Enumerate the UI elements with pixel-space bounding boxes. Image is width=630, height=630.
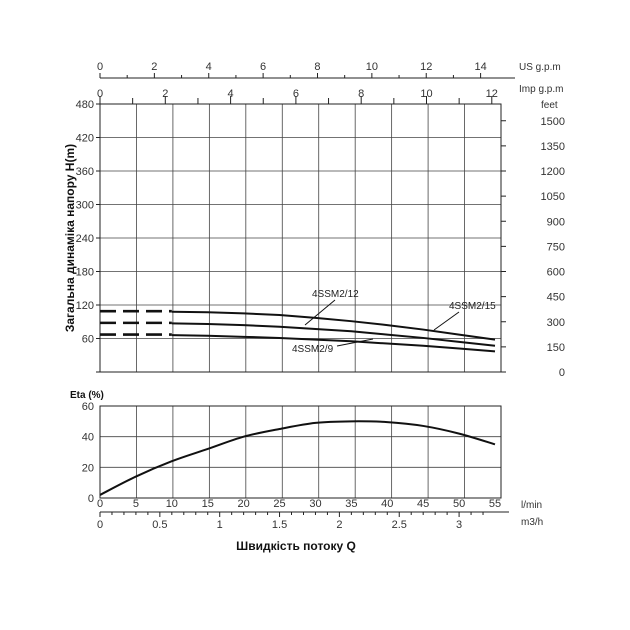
us-gpm-tick-label: 10 bbox=[366, 61, 378, 73]
head-y-axis-title: Загальна динаміка напору H(m) bbox=[63, 144, 77, 332]
head-y-tick-label: 360 bbox=[76, 166, 94, 178]
lmin-tick-label: 55 bbox=[489, 498, 501, 510]
imp-gpm-axis: 0 2 4 6 8 10 12 bbox=[97, 88, 498, 104]
lmin-tick-label: 40 bbox=[381, 498, 393, 510]
series-label-4ssm2-12: 4SSM2/12 bbox=[312, 289, 359, 300]
head-y-tick-label: 120 bbox=[76, 300, 94, 312]
leader-line-4ssm2-9 bbox=[336, 338, 374, 347]
us-gpm-tick-label: 14 bbox=[474, 61, 486, 73]
imp-gpm-tick-label: 6 bbox=[293, 88, 299, 100]
head-y-tick-label: 480 bbox=[76, 99, 94, 111]
m3h-tick-label: 2 bbox=[336, 519, 342, 531]
feet-tick-label: 150 bbox=[547, 342, 565, 354]
efficiency-y-axis-title: Eta (%) bbox=[70, 390, 104, 401]
feet-tick-label: 1050 bbox=[541, 191, 565, 203]
feet-axis: 0 150 300 450 600 750 900 1050 1200 1350 1500 bbox=[501, 116, 565, 379]
feet-unit-label: feet bbox=[541, 100, 558, 111]
lmin-tick-label: 15 bbox=[202, 498, 214, 510]
lmin-tick-label: 10 bbox=[166, 498, 178, 510]
series-label-4ssm2-9: 4SSM2/9 bbox=[292, 344, 334, 355]
feet-tick-label: 450 bbox=[547, 292, 565, 304]
feet-tick-label: 0 bbox=[559, 367, 565, 379]
m3h-tick-label: 1.5 bbox=[272, 519, 287, 531]
feet-tick-label: 1200 bbox=[541, 166, 565, 178]
us-gpm-tick-label: 2 bbox=[151, 61, 157, 73]
m3h-tick-label: 0 bbox=[97, 519, 103, 531]
feet-tick-label: 300 bbox=[547, 317, 565, 329]
us-gpm-tick-label: 4 bbox=[206, 61, 212, 73]
us-gpm-tick-label: 6 bbox=[260, 61, 266, 73]
m3h-tick-label: 1 bbox=[217, 519, 223, 531]
feet-tick-label: 1350 bbox=[541, 141, 565, 153]
us-gpm-axis: 0 2 4 6 8 10 12 14 bbox=[97, 61, 515, 79]
efficiency-chart: 0 20 40 60 0 5 10 15 20 25 30 35 40 45 50 55 0 0.5 1 1.5 2… bbox=[70, 390, 543, 553]
us-gpm-tick-label: 0 bbox=[97, 61, 103, 73]
efficiency-chart-frame bbox=[99, 405, 502, 499]
series-line-4ssm2-12 bbox=[171, 322, 496, 347]
lmin-tick-label: 45 bbox=[417, 498, 429, 510]
head-series bbox=[100, 299, 496, 353]
us-gpm-unit-label: US g.p.m bbox=[519, 62, 561, 73]
feet-tick-label: 900 bbox=[547, 216, 565, 228]
efficiency-y-tick-label: 60 bbox=[82, 401, 94, 413]
efficiency-y-axis: 0 20 40 60 bbox=[82, 401, 94, 505]
leader-line-4ssm2-15 bbox=[433, 311, 460, 331]
efficiency-series bbox=[99, 420, 496, 496]
head-y-tick-label: 60 bbox=[82, 334, 94, 346]
efficiency-y-tick-label: 40 bbox=[82, 432, 94, 444]
m3h-tick-label: 2.5 bbox=[392, 519, 407, 531]
feet-tick-label: 1500 bbox=[541, 116, 565, 128]
head-y-tick-label: 240 bbox=[76, 233, 94, 245]
leader-line-4ssm2-12 bbox=[304, 299, 336, 326]
head-y-axis: 60 120 180 240 300 360 420 480 bbox=[76, 99, 100, 373]
m3h-tick-label: 3 bbox=[456, 519, 462, 531]
series-label-4ssm2-15: 4SSM2/15 bbox=[449, 301, 496, 312]
us-gpm-tick-label: 12 bbox=[420, 61, 432, 73]
m3h-unit-label: m3/h bbox=[521, 517, 543, 528]
lmin-tick-label: 25 bbox=[273, 498, 285, 510]
m3h-tick-label: 0.5 bbox=[152, 519, 167, 531]
us-gpm-tick-label: 8 bbox=[314, 61, 320, 73]
imp-gpm-tick-label: 12 bbox=[486, 88, 498, 100]
m3h-axis: 0 0.5 1 1.5 2 2.5 3 bbox=[97, 511, 509, 531]
imp-gpm-tick-label: 0 bbox=[97, 88, 103, 100]
series-line-4ssm2-15 bbox=[171, 310, 496, 341]
lmin-tick-label: 30 bbox=[309, 498, 321, 510]
flow-axis-title: Швидкість потоку Q bbox=[236, 539, 356, 553]
lmin-tick-label: 35 bbox=[345, 498, 357, 510]
imp-gpm-tick-label: 10 bbox=[420, 88, 432, 100]
lmin-tick-label: 20 bbox=[238, 498, 250, 510]
imp-gpm-tick-label: 8 bbox=[358, 88, 364, 100]
imp-gpm-unit-label: Imp g.p.m bbox=[519, 84, 563, 95]
efficiency-y-tick-label: 0 bbox=[88, 493, 94, 505]
lmin-tick-label: 0 bbox=[97, 498, 103, 510]
lmin-axis: 0 5 10 15 20 25 30 35 40 45 50 55 bbox=[97, 498, 501, 510]
imp-gpm-tick-label: 4 bbox=[228, 88, 234, 100]
head-y-tick-label: 180 bbox=[76, 267, 94, 279]
lmin-tick-label: 50 bbox=[453, 498, 465, 510]
feet-tick-label: 600 bbox=[547, 267, 565, 279]
head-grid bbox=[100, 104, 501, 372]
series-line-4ssm2-9 bbox=[171, 334, 496, 353]
head-y-tick-label: 420 bbox=[76, 133, 94, 145]
head-y-tick-label: 300 bbox=[76, 200, 94, 212]
lmin-tick-label: 5 bbox=[133, 498, 139, 510]
feet-tick-label: 750 bbox=[547, 241, 565, 253]
efficiency-grid bbox=[100, 405, 501, 498]
efficiency-y-tick-label: 20 bbox=[82, 462, 94, 474]
imp-gpm-tick-label: 2 bbox=[162, 88, 168, 100]
efficiency-curve bbox=[99, 420, 496, 496]
lmin-unit-label: l/min bbox=[521, 500, 542, 511]
